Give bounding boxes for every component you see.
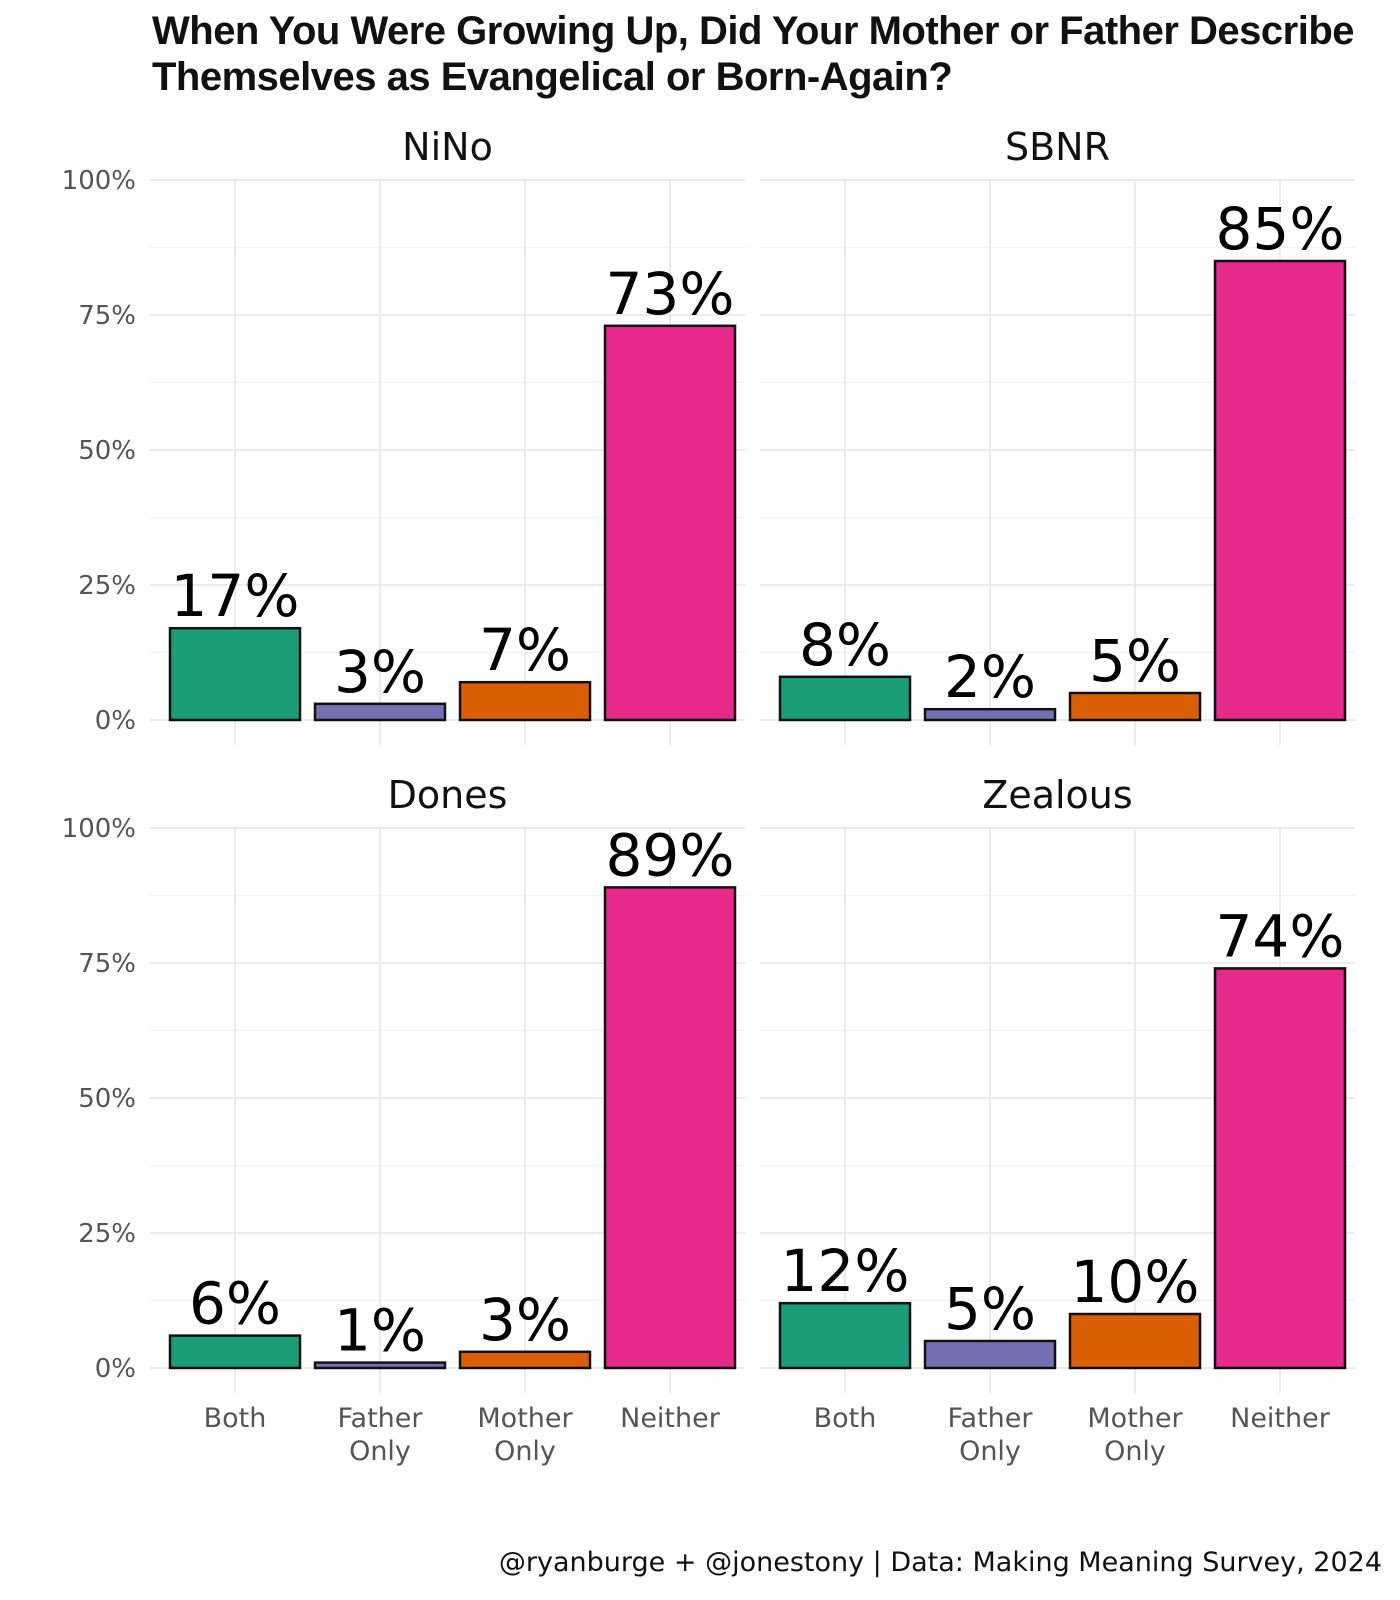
bar xyxy=(923,1339,1057,1370)
bar xyxy=(1068,1312,1202,1370)
bar xyxy=(923,707,1057,722)
data-label: 12% xyxy=(781,1237,910,1305)
data-label: 5% xyxy=(944,1275,1036,1343)
x-tick-label: Father xyxy=(947,1403,1033,1434)
y-tick-label: 25% xyxy=(78,1219,136,1249)
data-label: 10% xyxy=(1071,1248,1200,1316)
bar xyxy=(778,675,912,722)
data-label: 74% xyxy=(1216,902,1345,970)
bar xyxy=(168,626,302,722)
panel-title: Zealous xyxy=(982,773,1132,817)
chart-caption: @ryanburge + @jonestony | Data: Making M… xyxy=(498,1547,1382,1578)
data-label: 73% xyxy=(606,260,735,328)
bar xyxy=(313,1361,447,1370)
data-label: 2% xyxy=(944,643,1036,711)
data-label: 3% xyxy=(479,1286,571,1354)
chart-title: When You Were Growing Up, Did Your Mothe… xyxy=(152,9,1355,99)
x-tick-label: Both xyxy=(204,1403,267,1434)
y-tick-label: 75% xyxy=(78,301,136,331)
x-tick-label: Father xyxy=(337,1403,423,1434)
data-label: 5% xyxy=(1089,627,1181,695)
x-tick-label: Neither xyxy=(1230,1403,1331,1434)
y-tick-label: 0% xyxy=(95,1354,136,1384)
x-tick-label: Only xyxy=(494,1436,556,1467)
y-tick-label: 75% xyxy=(78,949,136,979)
data-label: 7% xyxy=(479,616,571,684)
data-label: 85% xyxy=(1216,195,1345,263)
y-tick-label: 0% xyxy=(95,706,136,736)
bar xyxy=(1213,967,1347,1370)
x-tick-label: Mother xyxy=(477,1403,573,1434)
data-label: 6% xyxy=(189,1270,281,1338)
data-label: 8% xyxy=(799,611,891,679)
bar xyxy=(168,1334,302,1370)
bar xyxy=(458,680,592,722)
bar xyxy=(313,702,447,722)
data-label: 1% xyxy=(334,1297,426,1365)
data-label: 3% xyxy=(334,638,426,706)
y-tick-label: 25% xyxy=(78,571,136,601)
data-label: 89% xyxy=(606,821,735,889)
y-tick-label: 50% xyxy=(78,1084,136,1114)
bar xyxy=(778,1301,912,1370)
y-tick-label: 100% xyxy=(62,814,136,844)
panel-title: SBNR xyxy=(1005,125,1110,169)
data-label: 17% xyxy=(171,562,300,630)
bar xyxy=(1068,691,1202,722)
panel-title: NiNo xyxy=(402,125,493,169)
x-tick-label: Neither xyxy=(620,1403,721,1434)
bar xyxy=(458,1350,592,1370)
x-tick-label: Only xyxy=(1104,1436,1166,1467)
bar xyxy=(603,324,737,722)
x-tick-label: Both xyxy=(814,1403,877,1434)
x-tick-label: Only xyxy=(349,1436,411,1467)
y-tick-label: 100% xyxy=(62,166,136,196)
bar xyxy=(603,886,737,1370)
panel-title: Dones xyxy=(388,773,508,817)
y-tick-label: 50% xyxy=(78,436,136,466)
bar xyxy=(1213,259,1347,722)
x-tick-label: Mother xyxy=(1087,1403,1183,1434)
x-tick-label: Only xyxy=(959,1436,1021,1467)
